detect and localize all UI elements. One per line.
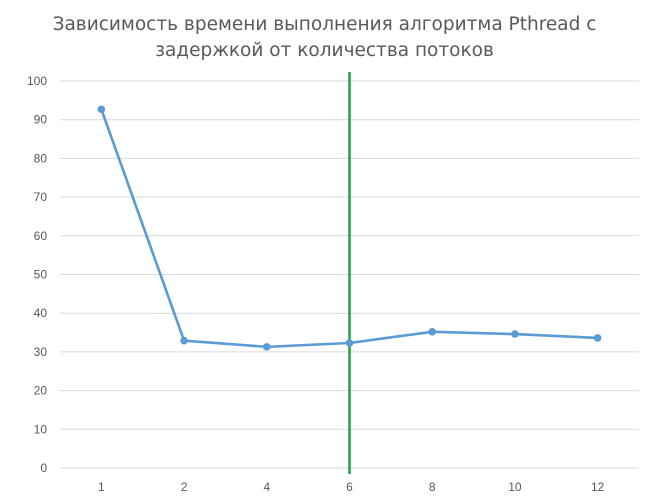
y-tick-label: 70 [34,190,48,204]
y-tick-label: 80 [34,151,48,165]
y-tick-label: 20 [34,384,48,398]
data-point [97,105,106,114]
y-tick-label: 0 [40,461,47,475]
data-point [511,330,519,338]
x-tick-label: 1 [98,480,105,494]
chart-title-line-1: Зависимость времени выполнения алгоритма… [52,14,597,35]
chart-title: Зависимость времени выполнения алгоритма… [0,12,649,64]
y-tick-label: 60 [34,229,48,243]
y-tick-label: 50 [34,268,48,282]
chart-title-line-2: задержкой от количества потоков [155,40,494,61]
x-tick-label: 8 [429,480,436,494]
data-point [180,336,188,345]
x-tick-label: 10 [508,480,522,494]
y-tick-label: 100 [27,74,47,88]
y-tick-label: 30 [34,345,48,359]
x-tick-label: 6 [346,480,353,494]
y-tick-label: 10 [34,422,48,436]
x-tick-label: 2 [181,480,188,494]
y-tick-label: 90 [34,113,48,127]
data-point [345,339,354,347]
data-point [262,343,271,351]
x-tick-label: 12 [591,480,605,494]
data-point [593,334,602,342]
y-tick-label: 40 [34,306,48,320]
data-point [428,327,437,336]
x-tick-label: 4 [263,480,270,494]
